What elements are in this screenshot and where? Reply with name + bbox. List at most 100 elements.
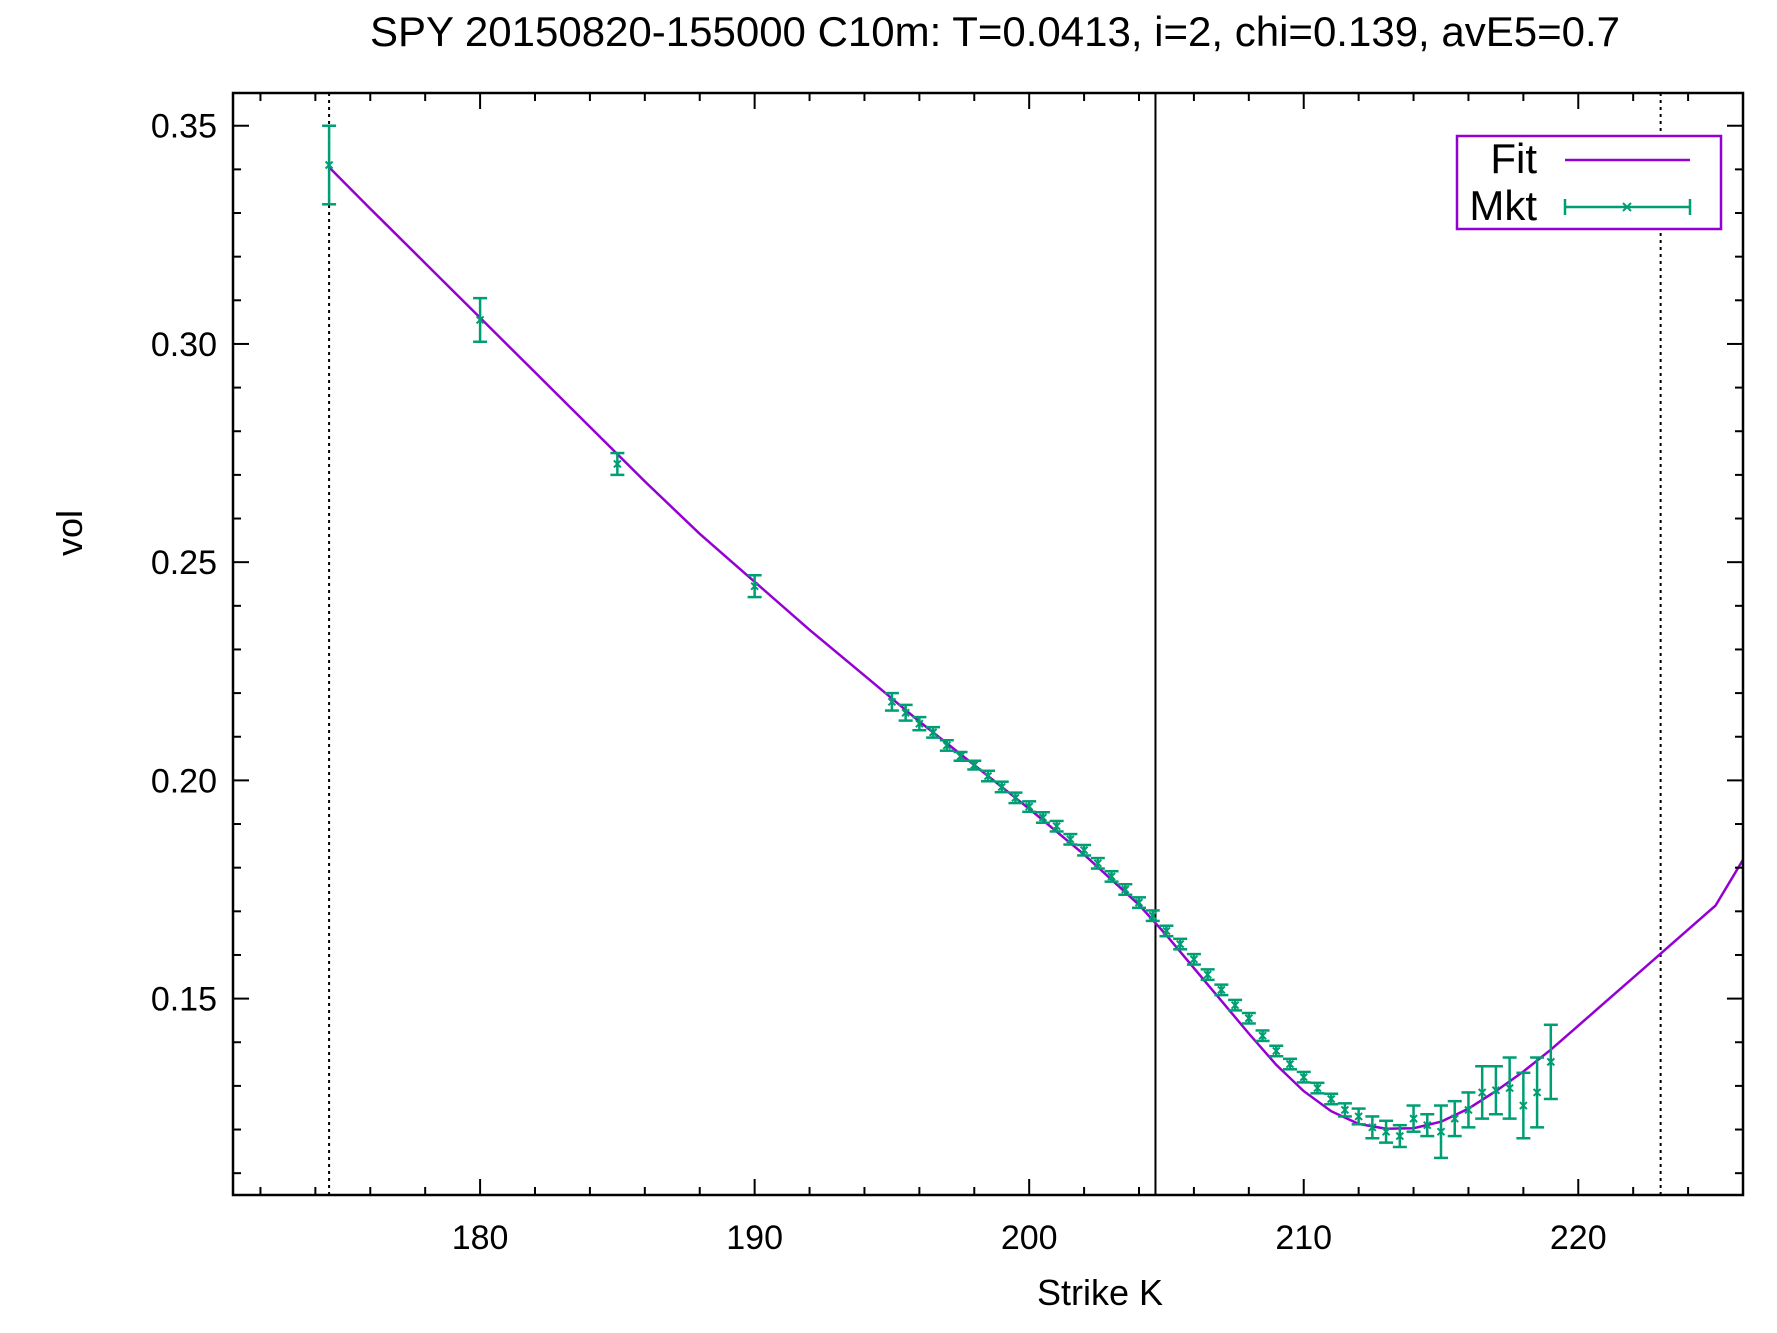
mkt-errorbar	[1283, 1057, 1297, 1071]
mkt-point	[970, 760, 979, 770]
mkt-errorbar	[1502, 1056, 1517, 1120]
mkt-errorbar	[953, 750, 968, 762]
mkt-errorbar	[1379, 1119, 1394, 1144]
mkt-point	[1505, 1083, 1514, 1093]
mkt-errorbar	[1447, 1099, 1462, 1138]
mkt-errorbar	[1145, 909, 1160, 923]
mkt-errorbar	[1406, 1104, 1421, 1133]
x-tick-label: 180	[452, 1219, 509, 1257]
mkt-point	[997, 782, 1006, 792]
y-tick-label: 0.25	[151, 544, 217, 582]
chart-title: SPY 20150820-155000 C10m: T=0.0413, i=2,…	[370, 8, 1620, 55]
mkt-point	[942, 741, 952, 750]
mkt-errorbar	[1296, 1070, 1311, 1084]
mkt-errorbar	[1049, 819, 1064, 833]
mkt-point	[1244, 1014, 1254, 1023]
mkt-point	[1066, 835, 1075, 844]
mkt-point	[1121, 885, 1130, 894]
mkt-point	[1258, 1031, 1267, 1040]
legend-label-fit: Fit	[1490, 135, 1537, 182]
legend: Fit Mkt	[1455, 134, 1723, 231]
mkt-point	[1024, 802, 1034, 811]
mkt-point	[1285, 1059, 1295, 1069]
mkt-point	[1532, 1088, 1542, 1097]
mkt-point	[1038, 813, 1048, 822]
y-axis: 0.15 0.20 0.25 0.30 0.35	[151, 108, 1743, 1175]
mkt-errorbar	[747, 574, 762, 599]
mkt-errorbar	[1104, 869, 1119, 883]
x-tick-label: 210	[1275, 1219, 1332, 1257]
mkt-point	[1011, 793, 1020, 803]
mkt-errorbar	[1077, 843, 1092, 857]
mkt-point	[1313, 1083, 1322, 1093]
mkt-point	[1395, 1131, 1405, 1141]
mkt-errorbar	[1255, 1029, 1270, 1043]
legend-box	[1455, 134, 1723, 231]
x-tick-label: 220	[1550, 1219, 1607, 1257]
mkt-errorbar	[1475, 1065, 1490, 1120]
mkt-point	[1203, 970, 1212, 979]
mkt-point	[1175, 939, 1185, 949]
x-axis: 180 190 200 210 220	[259, 93, 1744, 1257]
mkt-errorbar	[473, 296, 488, 344]
x-tick-label: 190	[726, 1219, 783, 1257]
mkt-errorbar	[1461, 1091, 1476, 1129]
mkt-point	[1340, 1105, 1350, 1115]
mkt-point	[1546, 1057, 1556, 1067]
mkt-errorbar	[967, 759, 982, 771]
mkt-errorbar	[1516, 1071, 1531, 1140]
mkt-point	[1436, 1127, 1446, 1136]
mkt-point	[1423, 1120, 1432, 1130]
x-axis-label: Strike K	[1037, 1272, 1163, 1313]
mkt-errorbar	[1310, 1081, 1325, 1095]
mkt-errorbar	[610, 451, 625, 477]
mkt-errorbar	[1324, 1092, 1339, 1106]
plot-series	[322, 124, 1743, 1160]
mkt-point	[1230, 1000, 1240, 1010]
mkt-point	[1519, 1101, 1528, 1110]
mkt-errorbar	[1159, 924, 1174, 938]
plot-area	[231, 91, 1745, 1197]
mkt-point	[1217, 985, 1226, 995]
mkt-point	[1381, 1127, 1391, 1136]
y-axis-label: vol	[49, 510, 90, 556]
mkt-errorbar	[1008, 791, 1023, 805]
mkt-point	[475, 315, 485, 325]
mkt-point	[1354, 1112, 1363, 1121]
mkt-errorbar	[322, 124, 337, 206]
y-tick-label: 0.30	[151, 326, 217, 364]
mkt-errorbar	[994, 780, 1009, 794]
mkt-errorbar	[1530, 1056, 1545, 1129]
mkt-errorbar	[1173, 937, 1188, 951]
mkt-point	[901, 708, 910, 717]
mkt-errorbar	[1365, 1115, 1380, 1140]
mkt-errorbar	[939, 738, 954, 752]
mkt-errorbar	[1543, 1023, 1558, 1101]
y-tick-label: 0.15	[151, 981, 217, 1019]
mkt-point	[983, 771, 993, 781]
mkt-point	[1450, 1114, 1459, 1123]
mkt-point	[1052, 822, 1061, 831]
y-tick-label: 0.20	[151, 762, 217, 800]
mkt-errorbar	[1488, 1065, 1503, 1116]
mkt-errorbar	[1228, 998, 1243, 1012]
mkt-point	[1079, 846, 1089, 855]
mkt-point	[1189, 955, 1199, 964]
mkt-point	[1464, 1105, 1473, 1115]
mkt-errorbar	[1420, 1113, 1435, 1138]
mkt-point	[613, 459, 622, 469]
mkt-errorbar	[1241, 1011, 1256, 1025]
mkt-point	[1134, 898, 1144, 907]
legend-errorbar-mkt	[1563, 199, 1692, 215]
mkt-errorbar	[1118, 883, 1133, 896]
mkt-errorbar	[981, 769, 995, 783]
mkt-errorbar	[1132, 896, 1146, 910]
mkt-point	[1272, 1046, 1281, 1056]
mkt-point	[750, 581, 759, 591]
mkt-errorbar	[1090, 856, 1105, 870]
mkt-errorbar	[1035, 810, 1050, 824]
mkt-errorbar	[1022, 800, 1037, 814]
mkt-errorbar	[1269, 1044, 1284, 1058]
mkt-point	[1368, 1123, 1377, 1132]
